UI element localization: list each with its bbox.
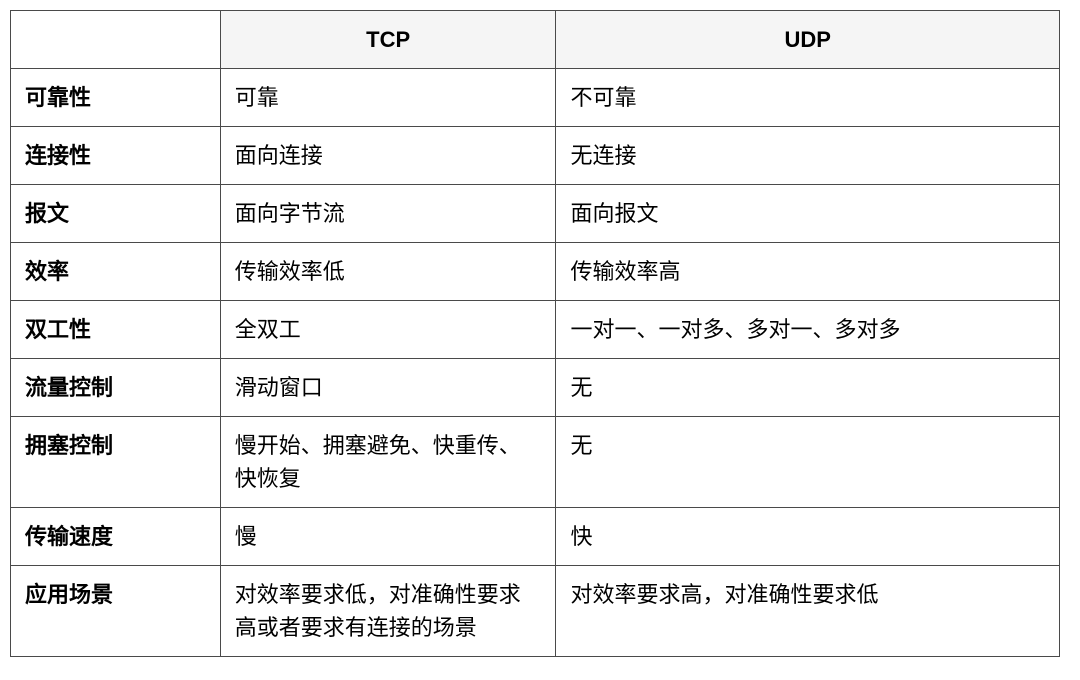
cell-tcp: 慢 [220, 508, 556, 566]
table-row: 效率 传输效率低 传输效率高 [11, 243, 1060, 301]
cell-tcp: 全双工 [220, 301, 556, 359]
row-label: 流量控制 [11, 359, 221, 417]
cell-udp: 一对一、一对多、多对一、多对多 [556, 301, 1060, 359]
cell-udp: 传输效率高 [556, 243, 1060, 301]
cell-udp: 无 [556, 417, 1060, 508]
cell-tcp: 滑动窗口 [220, 359, 556, 417]
cell-tcp: 传输效率低 [220, 243, 556, 301]
row-label: 拥塞控制 [11, 417, 221, 508]
header-row: TCP UDP [11, 11, 1060, 69]
row-label: 报文 [11, 185, 221, 243]
cell-tcp: 对效率要求低，对准确性要求高或者要求有连接的场景 [220, 566, 556, 657]
table-row: 可靠性 可靠 不可靠 [11, 69, 1060, 127]
cell-tcp: 慢开始、拥塞避免、快重传、快恢复 [220, 417, 556, 508]
table-row: 拥塞控制 慢开始、拥塞避免、快重传、快恢复 无 [11, 417, 1060, 508]
table-row: 应用场景 对效率要求低，对准确性要求高或者要求有连接的场景 对效率要求高，对准确… [11, 566, 1060, 657]
table-row: 报文 面向字节流 面向报文 [11, 185, 1060, 243]
cell-tcp: 可靠 [220, 69, 556, 127]
header-blank [11, 11, 221, 69]
row-label: 应用场景 [11, 566, 221, 657]
table-header: TCP UDP [11, 11, 1060, 69]
row-label: 可靠性 [11, 69, 221, 127]
header-udp: UDP [556, 11, 1060, 69]
comparison-table-container: TCP UDP 可靠性 可靠 不可靠 连接性 面向连接 无连接 报文 面向字节流… [0, 0, 1080, 677]
cell-tcp: 面向连接 [220, 127, 556, 185]
cell-tcp: 面向字节流 [220, 185, 556, 243]
table-row: 传输速度 慢 快 [11, 508, 1060, 566]
cell-udp: 不可靠 [556, 69, 1060, 127]
cell-udp: 面向报文 [556, 185, 1060, 243]
header-tcp: TCP [220, 11, 556, 69]
cell-udp: 对效率要求高，对准确性要求低 [556, 566, 1060, 657]
table-row: 连接性 面向连接 无连接 [11, 127, 1060, 185]
row-label: 传输速度 [11, 508, 221, 566]
row-label: 效率 [11, 243, 221, 301]
row-label: 连接性 [11, 127, 221, 185]
tcp-udp-table: TCP UDP 可靠性 可靠 不可靠 连接性 面向连接 无连接 报文 面向字节流… [10, 10, 1060, 657]
table-body: 可靠性 可靠 不可靠 连接性 面向连接 无连接 报文 面向字节流 面向报文 效率… [11, 69, 1060, 657]
cell-udp: 无 [556, 359, 1060, 417]
cell-udp: 无连接 [556, 127, 1060, 185]
table-row: 流量控制 滑动窗口 无 [11, 359, 1060, 417]
row-label: 双工性 [11, 301, 221, 359]
cell-udp: 快 [556, 508, 1060, 566]
table-row: 双工性 全双工 一对一、一对多、多对一、多对多 [11, 301, 1060, 359]
